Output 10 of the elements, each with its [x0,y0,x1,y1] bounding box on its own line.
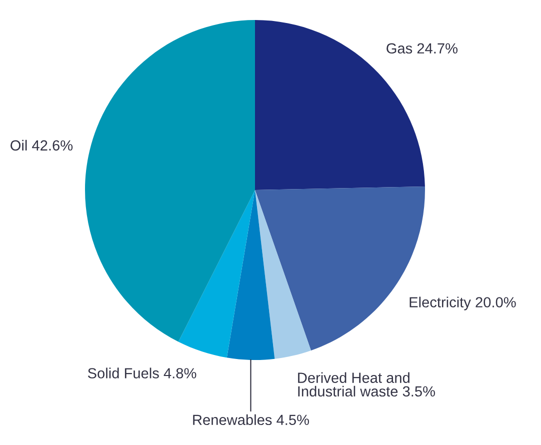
pie-slice [178,190,255,358]
slice-label: Solid Fuels 4.8% [88,368,196,378]
pie-slice [226,190,275,360]
slice-label: Renewables 4.5% [193,414,309,426]
slice-label: Derived Heat and Industrial waste 3.5% [298,372,435,397]
slice-label: Electricity 20.0% [410,296,516,310]
pie-slice [255,190,312,359]
slice-label: Oil 42.6% [10,140,73,151]
slice-label: Gas 24.7% [386,43,458,54]
pie-slice [85,20,255,342]
